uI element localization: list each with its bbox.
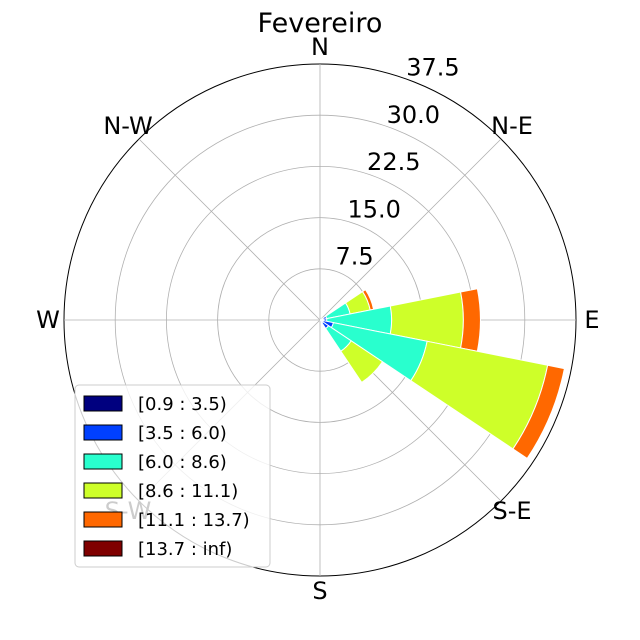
legend-swatch — [83, 540, 123, 557]
legend-swatch — [83, 482, 123, 499]
direction-label: N-W — [103, 112, 152, 140]
legend-frame — [74, 384, 271, 568]
direction-label: S-E — [492, 497, 531, 525]
wind-bar-segment — [512, 364, 565, 460]
legend-label: [13.7 : inf) — [138, 539, 232, 560]
legend-label: [3.5 : 6.0) — [138, 423, 227, 444]
direction-label: N — [311, 33, 329, 61]
wind-bar-segment — [340, 340, 384, 384]
radial-tick-labels: 7.5 15.0 22.5 30.0 37.5 — [336, 53, 460, 270]
grid-spoke — [319, 138, 502, 321]
direction-label: S — [312, 577, 327, 605]
legend-label: [8.6 : 11.1) — [138, 481, 238, 502]
radial-tick-label: 37.5 — [406, 53, 459, 81]
wind-bars — [319, 288, 565, 460]
legend-swatch — [83, 511, 123, 528]
direction-label: W — [36, 306, 60, 334]
legend-swatch — [83, 395, 123, 412]
wind-bar-segment — [460, 288, 481, 352]
legend-label: [0.9 : 3.5) — [138, 394, 227, 415]
legend-swatch — [83, 424, 123, 441]
legend-label: [6.0 : 8.6) — [138, 452, 227, 473]
radial-tick-label: 22.5 — [367, 148, 420, 176]
radial-tick-label: 30.0 — [387, 101, 440, 129]
direction-label: E — [584, 306, 599, 334]
radial-tick-label: 7.5 — [336, 243, 374, 271]
direction-label: N-E — [491, 112, 533, 140]
radial-tick-label: 15.0 — [347, 195, 400, 223]
legend: [0.9 : 3.5) [3.5 : 6.0) [6.0 : 8.6) [8.6 : … — [74, 384, 271, 568]
legend-swatch — [83, 453, 123, 470]
chart-title: Fevereiro — [258, 8, 383, 39]
legend-label: [11.1 : 13.7) — [138, 510, 250, 531]
grid-spoke — [138, 138, 321, 321]
